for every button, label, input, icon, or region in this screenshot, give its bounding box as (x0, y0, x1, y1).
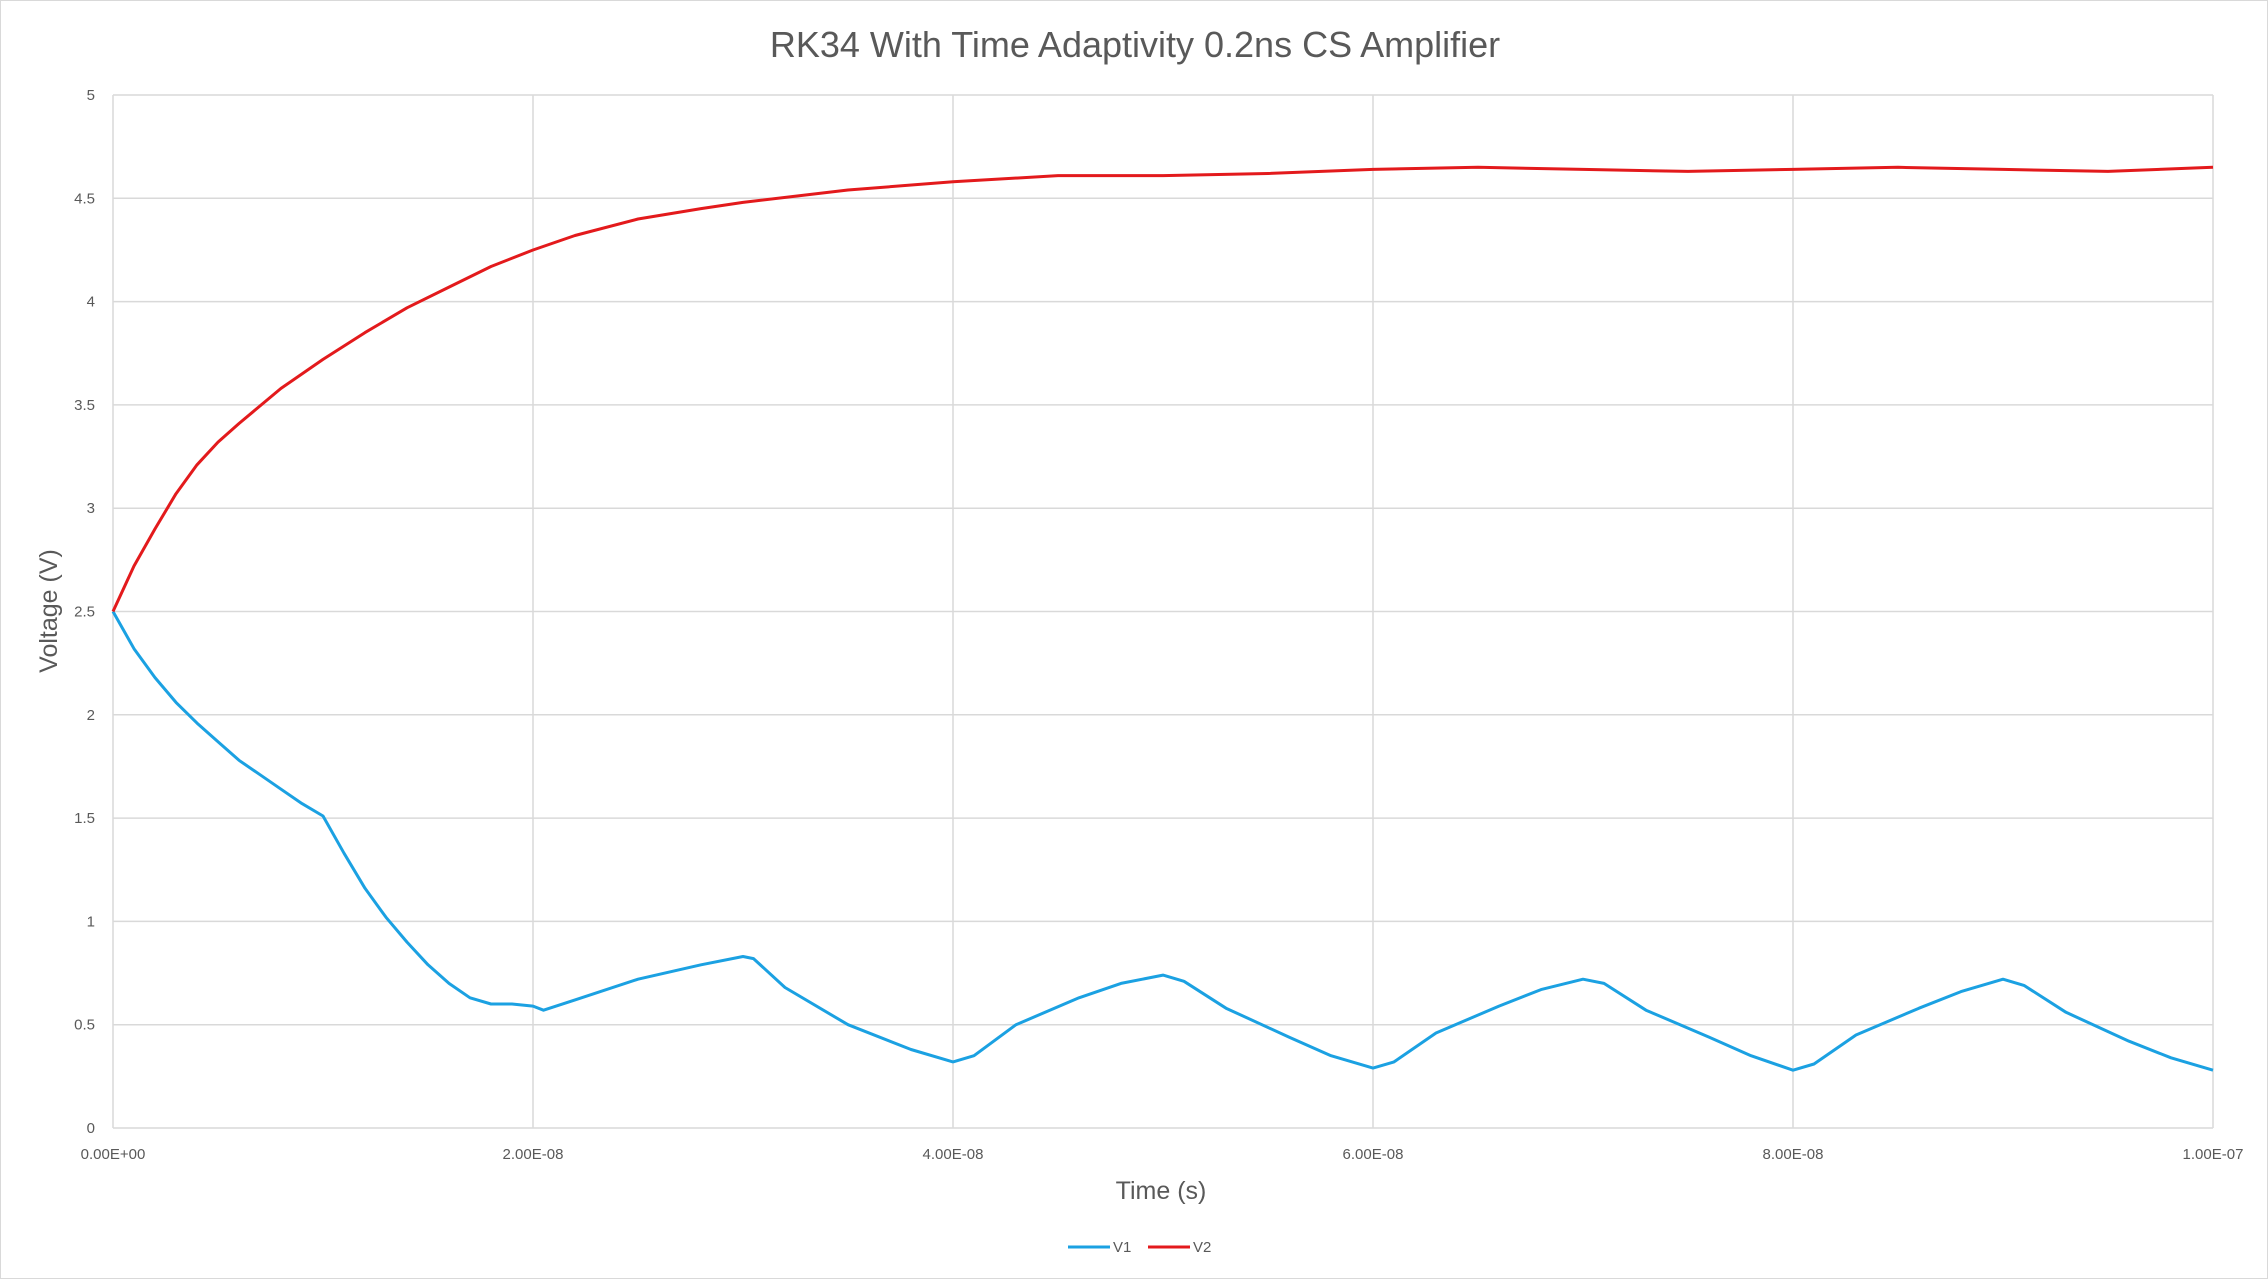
y-axis-title: Voltage (V) (35, 549, 63, 673)
x-tick-label: 4.00E-08 (923, 1146, 984, 1163)
x-tick-label: 2.00E-08 (503, 1146, 564, 1163)
y-tick-label: 0 (87, 1120, 95, 1137)
chart-title: RK34 With Time Adaptivity 0.2ns CS Ampli… (770, 24, 1500, 65)
y-tick-label: 3 (87, 500, 95, 517)
y-tick-label: 4 (87, 294, 95, 311)
y-tick-label: 0.5 (74, 1017, 95, 1034)
x-tick-label: 0.00E+00 (81, 1146, 146, 1163)
x-axis-ticks: 0.00E+00 2.00E-08 4.00E-08 6.00E-08 8.00E-08… (81, 1146, 2244, 1163)
legend-label-v2: V2 (1193, 1239, 1211, 1256)
y-tick-label: 4.5 (74, 190, 95, 207)
y-tick-label: 2.5 (74, 604, 95, 621)
y-tick-label: 3.5 (74, 397, 95, 414)
y-tick-label: 5 (87, 87, 95, 104)
legend-label-v1: V1 (1113, 1239, 1131, 1256)
legend: V1 V2 (1068, 1239, 1211, 1256)
y-axis-ticks: 0 0.5 1 1.5 2 2.5 3 3.5 4 4.5 5 (74, 87, 95, 1137)
series-lines (111, 165, 2214, 1072)
y-tick-label: 1 (87, 913, 95, 930)
x-axis-title: Time (s) (1116, 1177, 1207, 1205)
series-line-v1 (111, 610, 2214, 1072)
y-tick-label: 2 (87, 707, 95, 724)
gridlines (112, 94, 2214, 1129)
y-tick-label: 1.5 (74, 810, 95, 827)
series-line-v2 (111, 165, 2214, 613)
x-tick-label: 6.00E-08 (1343, 1146, 1404, 1163)
x-tick-label: 1.00E-07 (2183, 1146, 2244, 1163)
x-tick-label: 8.00E-08 (1763, 1146, 1824, 1163)
